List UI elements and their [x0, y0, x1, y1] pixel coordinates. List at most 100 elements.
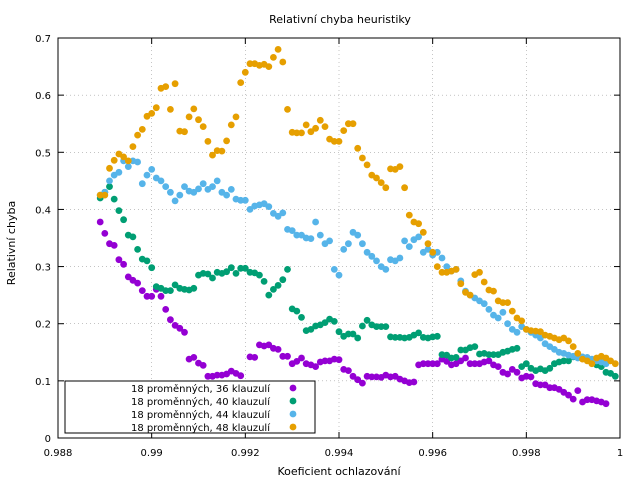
data-point: [504, 370, 511, 378]
data-point: [284, 352, 291, 360]
data-point: [335, 356, 343, 364]
data-point: [405, 243, 413, 251]
data-point: [124, 157, 132, 165]
y-axis-ticks: 0 0.1 0.2 0.3 0.4 0.5 0.6 0.7: [35, 34, 620, 445]
data-point: [349, 330, 357, 338]
data-point: [110, 242, 118, 249]
data-point: [485, 357, 493, 365]
data-point: [504, 299, 511, 306]
data-point: [204, 138, 212, 145]
data-point: [251, 354, 259, 361]
data-point: [227, 121, 235, 129]
legend-marker: [289, 423, 297, 431]
data-point: [316, 116, 324, 124]
data-point: [171, 80, 179, 88]
data-point: [148, 110, 156, 117]
data-point: [335, 271, 343, 279]
data-point: [138, 125, 146, 133]
data-point: [110, 195, 118, 203]
data-point: [316, 231, 324, 239]
data-point: [138, 287, 146, 294]
data-point: [120, 153, 127, 161]
data-point: [195, 116, 202, 124]
data-point: [213, 371, 221, 379]
data-point: [143, 257, 151, 265]
data-point: [284, 106, 291, 113]
data-point: [443, 263, 451, 270]
x-tick-label: 0.998: [512, 448, 541, 459]
data-point: [391, 334, 399, 341]
data-point: [494, 363, 502, 370]
data-point: [565, 391, 572, 399]
data-point: [232, 113, 240, 121]
data-point: [485, 306, 493, 313]
data-point: [298, 314, 305, 321]
data-point: [274, 46, 282, 53]
data-point: [373, 257, 380, 265]
data-point: [157, 177, 165, 185]
data-point: [223, 137, 231, 145]
data-point: [363, 316, 371, 324]
y-tick-label: 0.6: [35, 91, 51, 102]
data-point: [569, 395, 577, 403]
legend-marker: [289, 397, 297, 405]
series-2: [96, 183, 619, 380]
legend-label: 18 proměnných, 48 klauzulí: [131, 422, 271, 434]
data-point: [583, 396, 591, 404]
data-point: [274, 346, 282, 353]
x-tick-label: 0.988: [44, 448, 73, 459]
data-point: [490, 287, 497, 295]
data-point: [565, 357, 572, 365]
data-point: [438, 268, 446, 276]
data-point: [326, 237, 333, 245]
data-point: [237, 79, 245, 86]
data-point: [373, 323, 380, 330]
data-point: [321, 319, 329, 326]
data-point: [504, 320, 511, 328]
data-point: [396, 163, 404, 171]
data-point: [265, 291, 273, 299]
data-point: [284, 266, 291, 273]
data-point: [138, 180, 146, 188]
series-4: [96, 46, 619, 368]
data-point: [330, 318, 338, 325]
data-point: [401, 237, 408, 245]
data-point: [265, 63, 273, 70]
data-point: [96, 218, 104, 226]
data-point: [223, 191, 231, 199]
series-1: [96, 218, 610, 408]
data-point: [171, 197, 179, 205]
data-point: [293, 129, 301, 137]
data-point: [293, 307, 301, 315]
data-point: [279, 58, 287, 66]
data-point: [419, 228, 427, 236]
data-point: [574, 387, 582, 394]
data-point: [223, 268, 231, 276]
data-point: [124, 163, 132, 171]
data-point: [363, 248, 371, 256]
data-point: [312, 363, 319, 370]
data-point: [312, 124, 319, 132]
data-point: [101, 191, 109, 199]
data-point: [368, 373, 376, 381]
legend: 18 proměnných, 36 klauzulí 18 proměnných,…: [64, 380, 316, 434]
y-tick-label: 0.1: [35, 377, 51, 388]
data-point: [494, 314, 502, 322]
data-point: [246, 60, 254, 68]
data-point: [569, 343, 577, 350]
data-point: [171, 281, 179, 289]
data-point: [199, 123, 207, 130]
data-point: [340, 246, 348, 253]
y-axis-label: Relativní chyba: [5, 201, 18, 285]
data-point: [359, 240, 366, 248]
data-point: [359, 322, 366, 330]
legend-label: 18 proměnných, 36 klauzulí: [131, 383, 271, 395]
data-point: [115, 207, 123, 215]
data-point: [181, 128, 188, 136]
data-point: [443, 358, 451, 365]
data-point: [312, 218, 319, 226]
data-point: [340, 127, 348, 134]
data-point: [148, 292, 156, 300]
data-point: [106, 183, 113, 191]
data-point: [270, 286, 277, 293]
